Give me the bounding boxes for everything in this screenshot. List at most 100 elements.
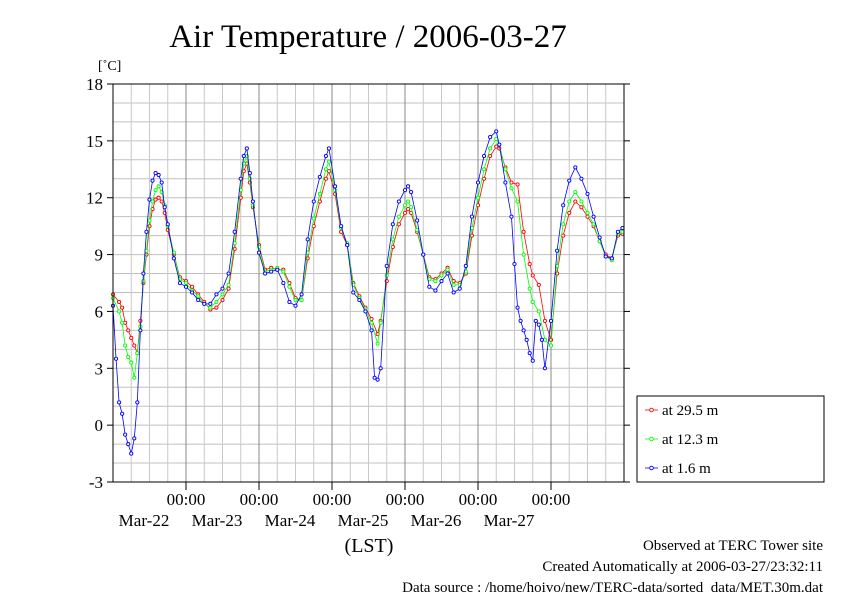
data-point [384, 263, 389, 268]
data-point [275, 267, 280, 272]
data-point [378, 320, 383, 325]
data-point [326, 169, 332, 174]
data-point [150, 178, 155, 183]
data-point [503, 167, 508, 172]
data-point [317, 174, 322, 179]
data-point [530, 273, 535, 278]
data-point [153, 188, 158, 193]
data-point [573, 189, 578, 195]
data-point [457, 286, 462, 291]
data-point [469, 214, 474, 219]
data-point [488, 135, 493, 140]
data-point [156, 172, 161, 178]
data-point [226, 271, 231, 276]
data-point [548, 343, 554, 348]
data-point [536, 309, 541, 314]
series-line [112, 138, 623, 378]
x-tick-date: Mar-25 [338, 511, 389, 530]
data-point [375, 377, 380, 382]
data-point [129, 360, 134, 365]
data-point [311, 199, 316, 204]
data-point [147, 197, 152, 202]
data-point [521, 252, 526, 257]
legend-swatch-marker [649, 407, 654, 413]
data-point [409, 189, 414, 195]
grid [113, 84, 624, 482]
data-point [177, 280, 182, 286]
data-point [281, 280, 286, 286]
x-tick-date: Mar-23 [192, 511, 243, 530]
data-point [433, 288, 438, 293]
data-point [153, 171, 158, 176]
x-tick-time: 00:00 [167, 490, 206, 509]
data-point [536, 322, 541, 327]
data-point [405, 184, 411, 189]
data-point [579, 176, 584, 181]
data-point [488, 153, 493, 159]
data-point [332, 184, 338, 189]
data-point [405, 207, 411, 212]
data-point [427, 284, 432, 289]
legend-swatch-marker [649, 465, 654, 471]
x-axis-ticks: 00:00 Mar-22 00:00 Mar-23 00:00 Mar-24 00:00 Ma… [119, 482, 571, 530]
data-point [147, 224, 152, 229]
data-point [402, 188, 408, 193]
data-point [542, 366, 547, 371]
series-at-1-6-m [110, 129, 625, 456]
legend-label: at 12.3 m [662, 432, 719, 448]
data-point [439, 279, 444, 284]
data-point [339, 224, 344, 229]
data-point [135, 400, 140, 405]
series-line [112, 145, 623, 354]
data-point [405, 199, 411, 204]
legend-label: at 1.6 m [662, 461, 711, 477]
x-tick-date: Mar-22 [119, 511, 170, 530]
data-point [190, 284, 195, 289]
data-point [527, 261, 532, 267]
data-point [482, 153, 487, 159]
x-tick-date: Mar-27 [484, 511, 535, 530]
data-point [573, 199, 578, 204]
data-point [396, 222, 401, 227]
data-point [156, 195, 161, 200]
data-point [208, 305, 213, 310]
data-point [326, 146, 332, 151]
data-point [515, 182, 520, 187]
data-point [475, 195, 481, 200]
plot-frame [112, 83, 625, 483]
data-point [162, 205, 167, 210]
data-point [539, 337, 544, 342]
x-tick-time: 00:00 [532, 490, 571, 509]
y-axis-unit: [˚C] [98, 59, 121, 74]
data-point [214, 299, 219, 305]
data-point [542, 318, 547, 323]
data-point [183, 280, 189, 286]
data-point [561, 203, 566, 208]
data-point [281, 269, 286, 274]
data-point [132, 436, 137, 441]
data-point [244, 146, 249, 151]
x-tick-time: 00:00 [386, 490, 425, 509]
data-point [144, 229, 149, 234]
data-point [345, 243, 350, 248]
data-point [293, 303, 298, 308]
data-point [421, 252, 426, 257]
data-point [269, 269, 274, 274]
chart-title: Air Temperature / 2006-03-27 [169, 19, 567, 55]
data-point [369, 320, 374, 325]
data-point [120, 411, 125, 416]
data-point [521, 328, 526, 333]
data-point [135, 351, 140, 356]
data-point [323, 153, 328, 159]
data-point [126, 328, 131, 333]
data-point [117, 299, 122, 305]
data-point [220, 286, 225, 291]
data-point [117, 309, 122, 314]
data-point [357, 298, 362, 303]
data-point [533, 318, 538, 323]
data-point [451, 290, 456, 295]
data-point [220, 298, 225, 303]
data-point [123, 343, 128, 348]
data-point [129, 451, 134, 456]
data-point [530, 358, 535, 363]
